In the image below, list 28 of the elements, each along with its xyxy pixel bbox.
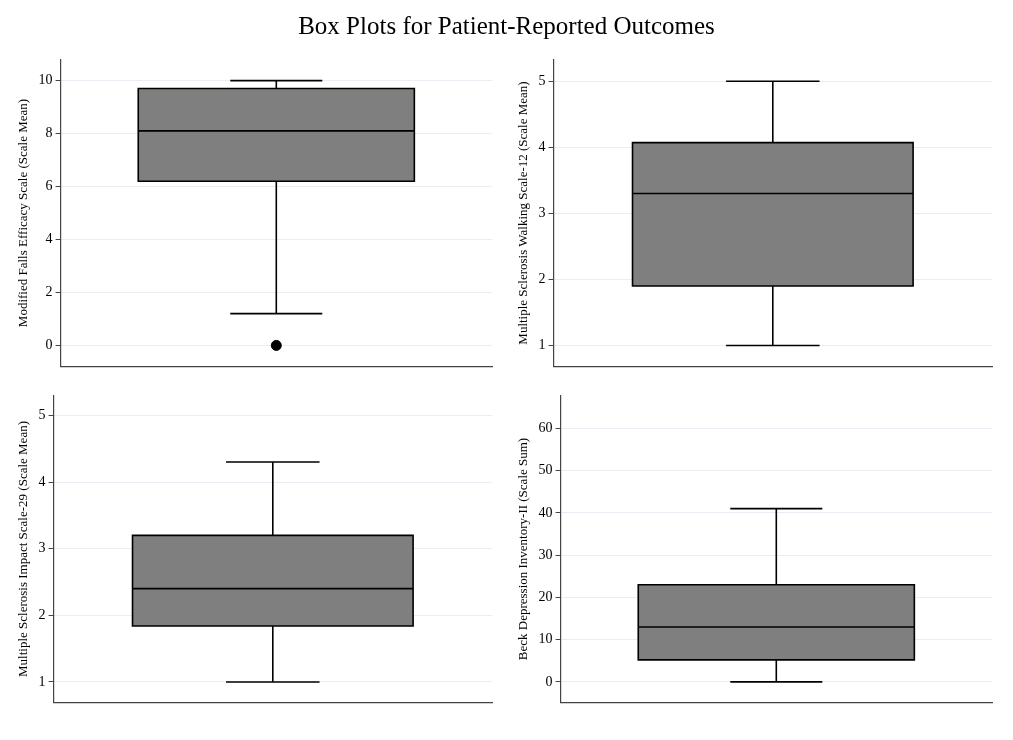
y-tick-label: 8 (45, 125, 53, 141)
y-tick-label: 1 (38, 673, 46, 689)
y-axis-title: Multiple Sclerosis Impact Scale-29 (Scale Mean) (15, 421, 31, 677)
y-tick-label: 2 (38, 606, 46, 622)
y-tick-label: 30 (538, 546, 553, 562)
y-axis-title: Multiple Sclerosis Walking Scale-12 (Scale Mean) (515, 81, 531, 345)
y-tick-label: 60 (538, 420, 553, 436)
y-tick-label: 2 (45, 284, 53, 300)
y-tick-label: 4 (538, 138, 546, 154)
y-tick-label: 0 (45, 337, 53, 353)
y-tick-label: 0 (545, 673, 553, 689)
y-tick-label: 3 (538, 205, 546, 220)
y-tick-label: 5 (38, 407, 46, 423)
y-tick-label: 50 (538, 462, 553, 478)
y-axis-title: Modified Falls Efficacy Scale (Scale Mean) (15, 98, 31, 328)
y-tick-label: 5 (538, 72, 546, 88)
y-tick-label: 2 (538, 271, 546, 287)
y-tick-label: 20 (538, 589, 553, 605)
y-tick-label: 4 (45, 231, 53, 247)
y-tick-label: 40 (538, 504, 553, 520)
y-tick-label: 4 (38, 473, 46, 489)
y-tick-label: 10 (538, 631, 553, 647)
y-tick-label: 1 (538, 337, 546, 353)
y-tick-label: 6 (45, 178, 53, 194)
y-axis-title: Beck Depression Inventory-II (Scale Sum) (515, 437, 531, 661)
y-tick-label: 3 (38, 540, 46, 556)
chart-title: Box Plots for Patient-Reported Outcomes (297, 12, 716, 41)
y-tick-label: 10 (38, 72, 53, 88)
